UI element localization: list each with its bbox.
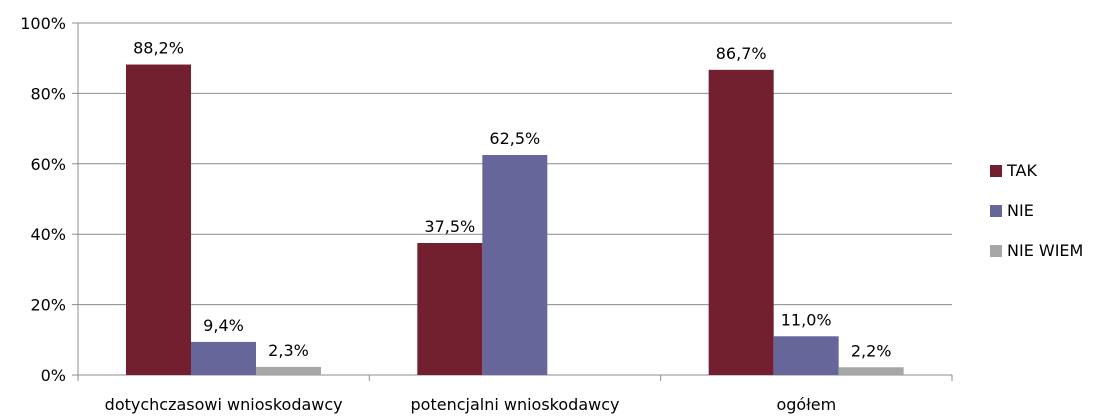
y-tick-label: 40% [30,225,66,244]
legend-swatch [990,245,1002,257]
bar [773,336,839,375]
data-label: 88,2% [133,39,184,58]
y-tick-label: 20% [30,296,66,315]
y-tick-label: 60% [30,155,66,174]
legend-label: NIE [1007,201,1034,220]
legend-label: TAK [1006,161,1037,180]
data-label: 9,4% [203,316,244,335]
bar [838,367,904,375]
data-label: 11,0% [781,310,832,329]
bar [126,64,191,375]
y-tick-label: 0% [41,366,66,385]
bar [256,366,321,375]
legend-label: NIE WIEM [1007,241,1083,260]
data-labels: 88,2% 9,4% 2,3% 37,5% 62,5% 86,7% 11,0% 2,2% [133,39,891,361]
data-label: 86,7% [716,44,767,63]
legend: TAK NIE NIE WIEM [990,161,1083,260]
y-tick-label: 100% [20,14,66,33]
data-label: 2,2% [851,341,892,360]
x-tick-label: dotychczasowi wnioskodawcy [105,395,343,414]
data-label: 37,5% [424,217,475,236]
y-tick-label: 80% [30,84,66,103]
bar [417,243,483,375]
y-tick-labels: 0% 20% 40% 60% 80% 100% [20,14,66,385]
x-tick-label: potencjalni wnioskodawcy [411,395,620,414]
bars [126,64,904,375]
data-label: 62,5% [489,129,540,148]
bar [191,341,256,375]
legend-swatch [990,205,1002,217]
x-tick-labels: dotychczasowi wnioskodawcy potencjalni wn… [105,395,837,414]
x-tick-label: ogółem [776,395,836,414]
bar [482,155,548,375]
data-label: 2,3% [268,341,309,360]
bar [708,69,774,375]
legend-swatch [990,165,1002,177]
